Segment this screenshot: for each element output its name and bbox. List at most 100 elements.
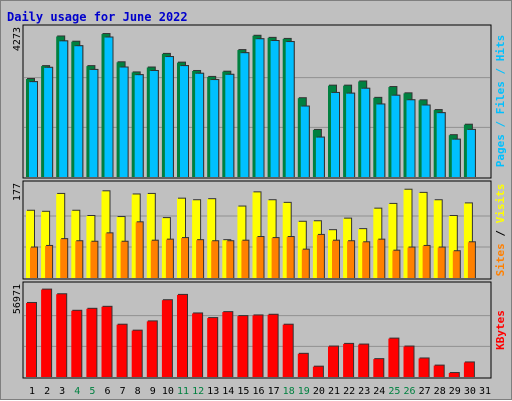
bar-sites xyxy=(452,251,460,278)
bar-kbytes xyxy=(433,365,444,377)
x-tick-label: 29 xyxy=(449,386,461,397)
x-tick-label: 8 xyxy=(135,386,141,397)
bar-sites xyxy=(135,222,143,278)
bar-pages xyxy=(166,57,173,177)
bar-pages xyxy=(348,93,355,177)
bar-kbytes xyxy=(358,344,369,377)
bar-kbytes xyxy=(448,373,459,377)
bar-sites xyxy=(45,245,53,278)
x-tick-label: 22 xyxy=(343,386,355,397)
panel-ylabel: Pages / Files / Hits xyxy=(494,35,507,167)
bar-visits xyxy=(433,200,442,278)
bar-sites xyxy=(105,233,113,278)
bar-kbytes xyxy=(388,338,399,377)
panel-ylabel-sites: Sites xyxy=(494,243,507,276)
bar-visits xyxy=(192,200,201,278)
x-tick-label: 24 xyxy=(373,386,385,397)
bar-sites xyxy=(181,238,188,278)
bar-kbytes xyxy=(116,324,127,377)
bar-kbytes xyxy=(146,321,157,377)
x-tick-label: 5 xyxy=(89,386,95,397)
x-axis-labels: 1 2 3 4 5 6 7 8 9 10 11 12 13 14 15 16 17 18 19 20 21 22 23 24 2… xyxy=(29,386,491,397)
bar-kbytes xyxy=(418,358,429,377)
x-tick-label: 13 xyxy=(207,386,219,397)
x-tick-label: 14 xyxy=(222,386,234,397)
bar-kbytes xyxy=(343,343,354,377)
bar-kbytes xyxy=(207,318,218,377)
x-tick-label: 4 xyxy=(74,386,80,397)
x-tick-label: 18 xyxy=(283,386,295,397)
bar-visits xyxy=(252,192,261,278)
bar-sites xyxy=(60,239,68,278)
bar-pages xyxy=(363,88,370,177)
bar-pages xyxy=(423,105,430,177)
bar-sites xyxy=(150,240,158,278)
bar-pages xyxy=(121,67,128,177)
x-tick-label: 21 xyxy=(328,386,340,397)
bar-pages xyxy=(468,129,475,177)
x-tick-label: 15 xyxy=(237,386,249,397)
bar-visits xyxy=(56,193,65,278)
bar-sites xyxy=(407,247,415,278)
chart-title: Daily usage for June 2022 xyxy=(7,10,188,24)
x-tick-label: 23 xyxy=(358,386,370,397)
bar-kbytes xyxy=(222,312,233,377)
bar-pages xyxy=(46,67,53,177)
panel-ylabel: KBytes xyxy=(494,310,507,350)
bar-pages xyxy=(302,106,309,177)
bar-visits xyxy=(388,203,397,278)
bar-pages xyxy=(408,100,415,177)
bar-sites xyxy=(30,247,37,278)
bar-pages xyxy=(317,137,324,177)
bar-kbytes xyxy=(282,324,293,377)
bar-sites xyxy=(392,250,400,278)
x-tick-label: 6 xyxy=(104,386,110,397)
bar-sites xyxy=(90,241,98,278)
bar-pages xyxy=(438,113,445,177)
bar-pages xyxy=(76,46,83,178)
bar-sites xyxy=(196,240,204,278)
x-tick-label: 11 xyxy=(177,386,189,397)
bar-sites xyxy=(422,245,430,278)
bar-sites xyxy=(316,234,324,278)
bar-visits xyxy=(463,203,472,278)
bar-sites xyxy=(332,240,339,278)
bar-kbytes xyxy=(177,294,187,377)
panel-ylabel: Sites / Visits xyxy=(494,184,507,277)
bar-kbytes xyxy=(101,306,112,377)
x-tick-label: 12 xyxy=(192,386,204,397)
x-tick-label: 17 xyxy=(268,386,280,397)
bar-pages xyxy=(151,70,158,177)
bar-sites xyxy=(75,241,83,278)
bar-pages xyxy=(61,41,68,177)
x-tick-label: 27 xyxy=(419,386,431,397)
bar-kbytes xyxy=(403,346,414,377)
bar-visits xyxy=(26,210,34,278)
x-tick-label: 16 xyxy=(252,386,264,397)
bars-layer xyxy=(24,33,490,377)
x-tick-label: 7 xyxy=(120,386,126,397)
bar-sites xyxy=(256,237,264,278)
panel-max-label: 4273 xyxy=(12,27,23,51)
bar-pages xyxy=(227,74,234,177)
bar-pages xyxy=(242,53,249,178)
x-tick-label: 20 xyxy=(313,386,325,397)
bar-pages xyxy=(197,73,204,177)
bar-sites xyxy=(241,240,249,278)
bar-pages xyxy=(257,39,264,177)
bar-visits xyxy=(41,211,50,278)
bar-kbytes xyxy=(26,302,36,377)
bar-pages xyxy=(272,41,279,177)
bar-kbytes xyxy=(297,353,308,377)
x-tick-label: 26 xyxy=(403,386,415,397)
bar-sites xyxy=(362,242,370,278)
bar-kbytes xyxy=(237,316,248,377)
bar-visits xyxy=(146,193,155,278)
bar-visits xyxy=(207,199,216,278)
bar-pages xyxy=(378,104,385,177)
bar-sites xyxy=(377,239,385,278)
bar-kbytes xyxy=(373,359,384,377)
bar-pages xyxy=(136,75,143,177)
x-tick-label: 19 xyxy=(298,386,310,397)
bar-pages xyxy=(106,37,113,177)
